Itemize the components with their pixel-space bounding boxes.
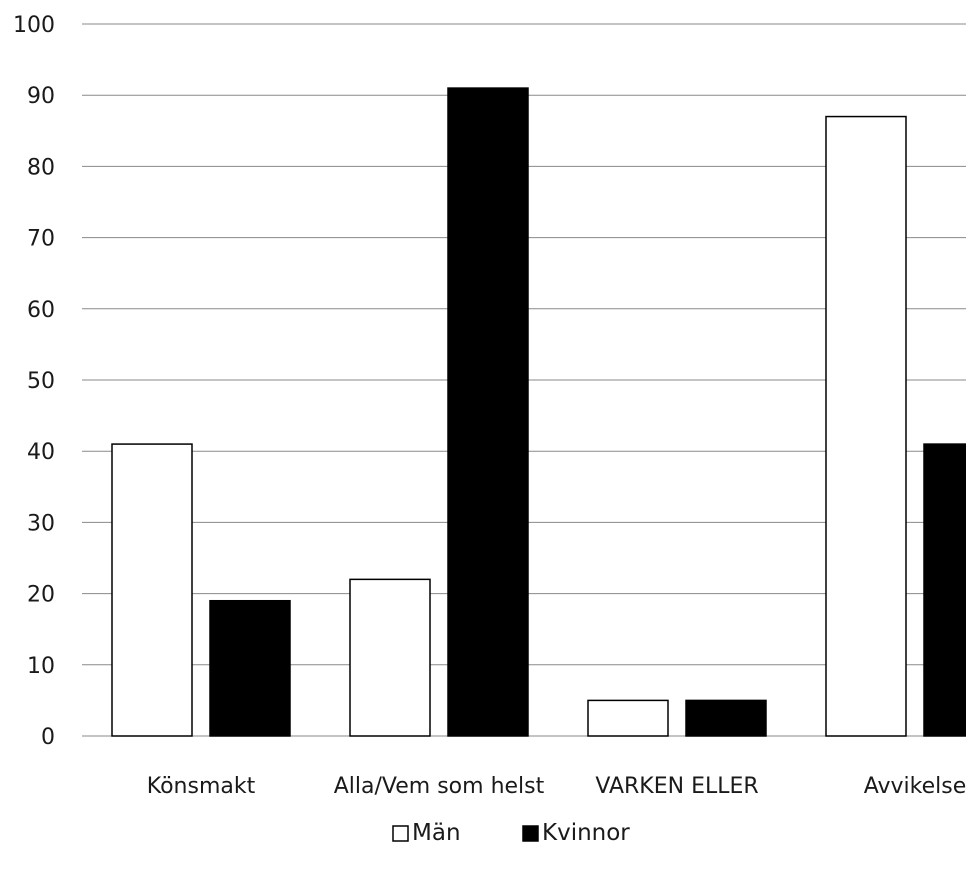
bar-man xyxy=(587,699,669,737)
x-category-label: VARKEN ELLER xyxy=(595,774,758,799)
bar-kvinnor xyxy=(923,443,966,737)
bar-kvinnor xyxy=(447,87,529,737)
y-tick-label: 0 xyxy=(41,725,55,750)
legend-swatch-kvinnor xyxy=(522,825,539,842)
y-tick-label: 60 xyxy=(27,298,55,323)
y-tick-label: 70 xyxy=(27,227,55,252)
bar-man xyxy=(825,115,907,737)
y-tick-label: 20 xyxy=(27,583,55,608)
y-tick-label: 50 xyxy=(27,369,55,394)
x-category-label: Avvikelse xyxy=(864,774,966,799)
y-tick-label: 30 xyxy=(27,511,55,536)
y-tick-label: 10 xyxy=(27,654,55,679)
bars xyxy=(111,87,966,737)
bar-kvinnor xyxy=(685,699,767,737)
y-tick-label: 100 xyxy=(13,13,55,38)
legend-label-man: Män xyxy=(412,820,461,846)
bar-man xyxy=(349,578,431,737)
legend: Män Kvinnor xyxy=(392,820,630,846)
bar-kvinnor xyxy=(209,599,291,737)
y-tick-label: 90 xyxy=(27,84,55,109)
y-axis-tick-labels: 0 10 20 30 40 50 60 70 80 90 100 xyxy=(13,13,55,750)
y-tick-label: 40 xyxy=(27,440,55,465)
x-category-label: Alla/Vem som helst xyxy=(334,774,545,799)
legend-swatch-man xyxy=(392,825,409,842)
x-category-label: Könsmakt xyxy=(147,774,256,799)
bar-man xyxy=(111,443,193,737)
legend-label-kvinnor: Kvinnor xyxy=(542,820,630,846)
y-tick-label: 80 xyxy=(27,155,55,180)
x-axis-category-labels: Könsmakt Alla/Vem som helst VARKEN ELLER Av… xyxy=(147,774,966,799)
